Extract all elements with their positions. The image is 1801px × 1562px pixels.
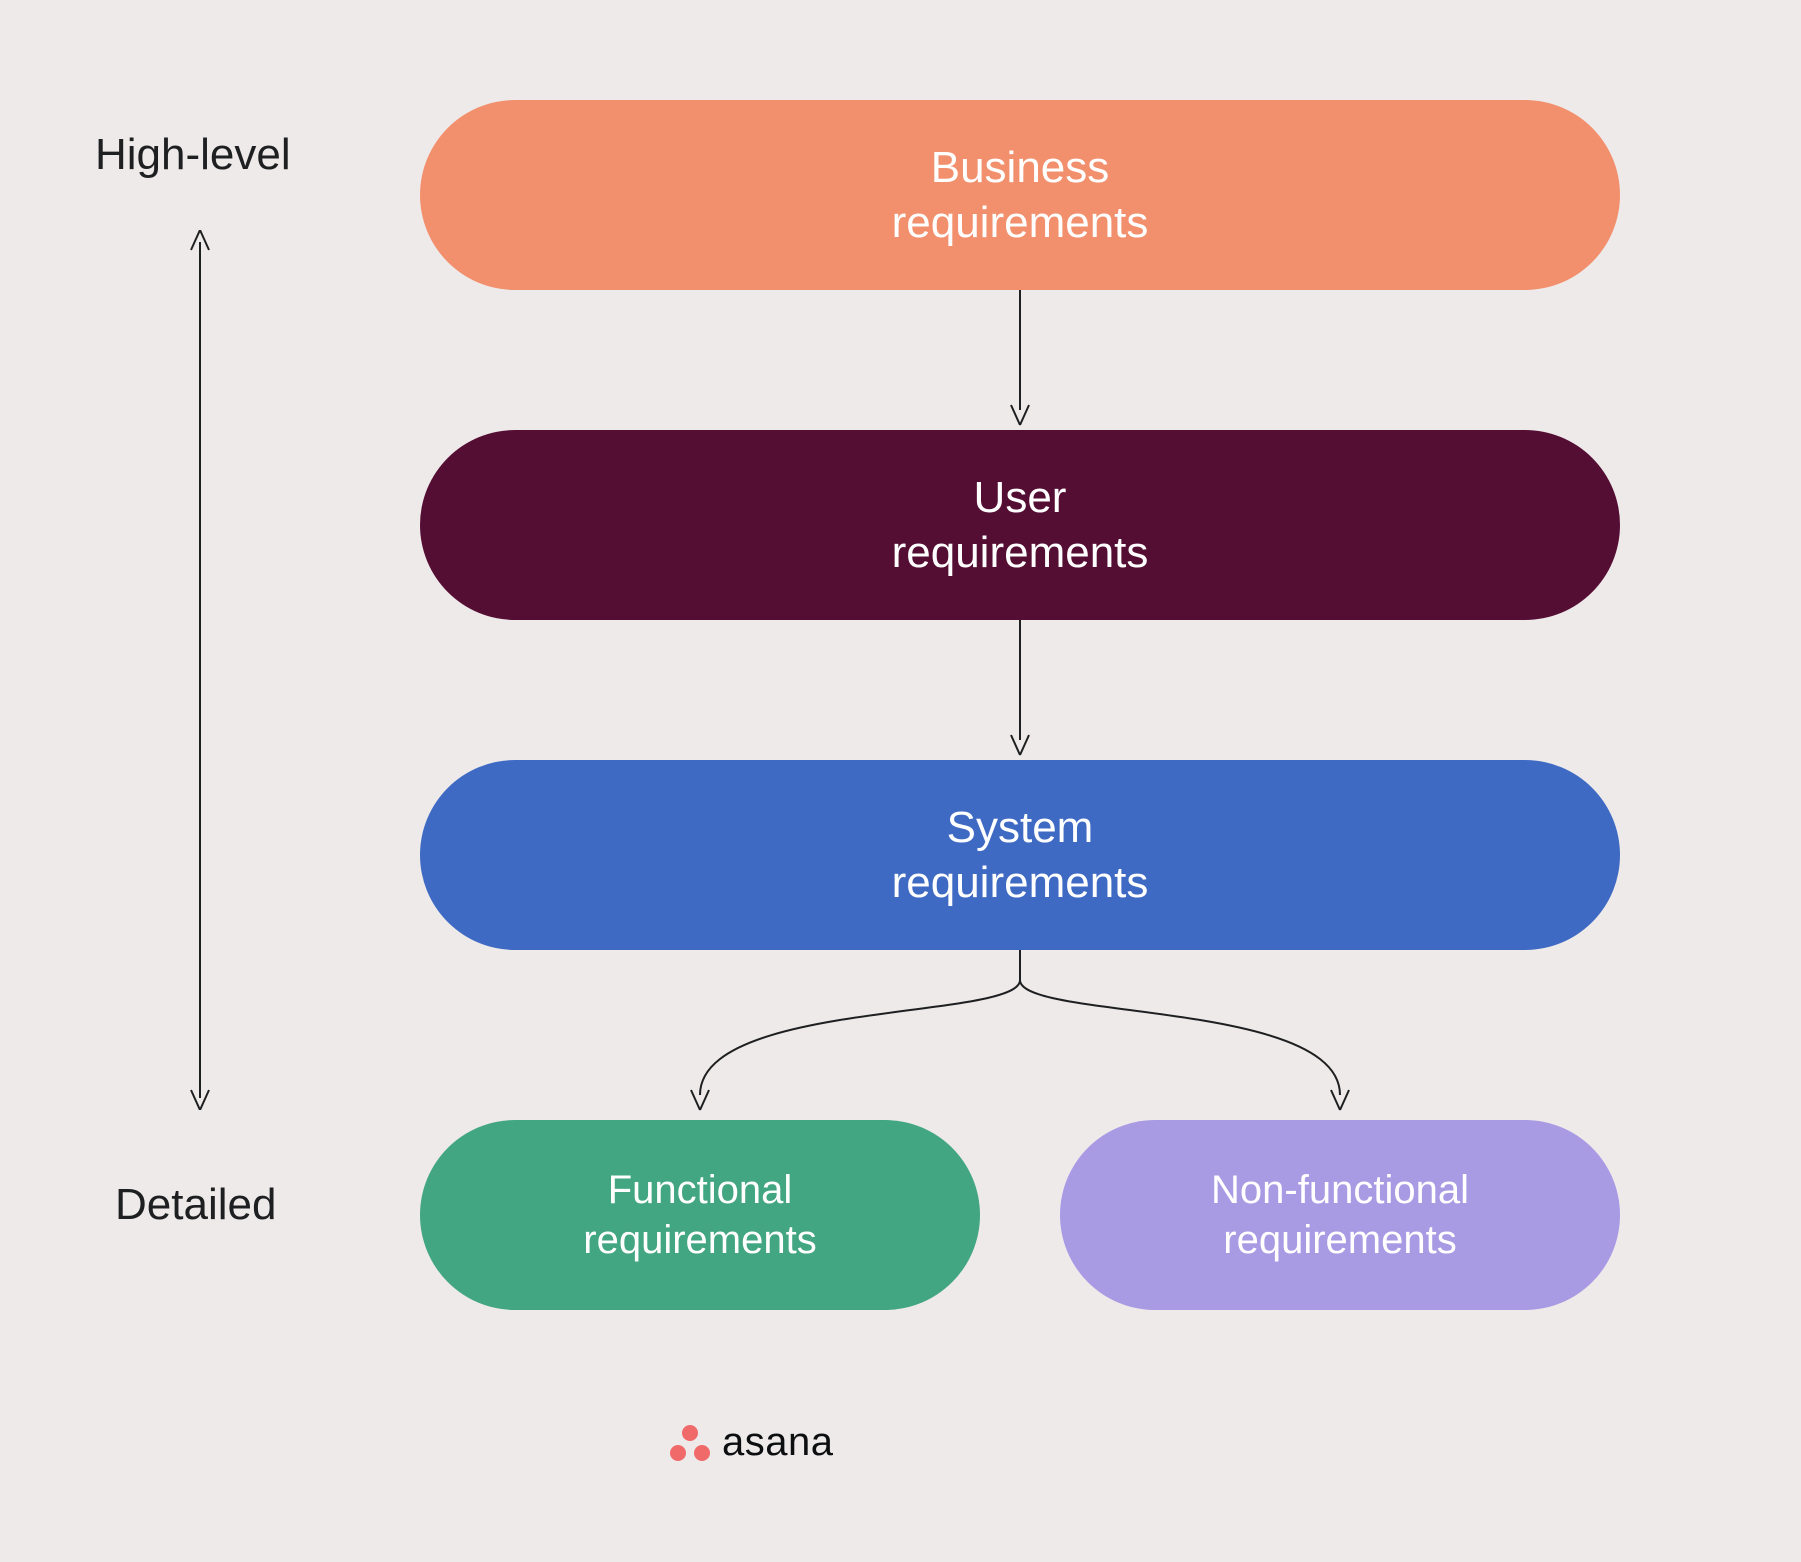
node-business-line1: Business (931, 143, 1110, 192)
node-user-line2: requirements (892, 528, 1149, 577)
node-nonfunctional: Non-functional requirements (1060, 1120, 1620, 1310)
node-system-line1: System (947, 803, 1094, 852)
axis-label-top: High-level (95, 130, 291, 180)
connector-business-user (1000, 290, 1040, 430)
axis-label-bottom: Detailed (115, 1180, 276, 1230)
node-functional-line2: requirements (583, 1218, 816, 1262)
node-business: Business requirements (420, 100, 1620, 290)
node-user-line1: User (974, 473, 1067, 522)
node-nonfunctional-line2: requirements (1223, 1218, 1456, 1262)
diagram-canvas: High-level Detailed Business requirement… (0, 0, 1801, 1562)
node-system-line2: requirements (892, 858, 1149, 907)
node-business-line2: requirements (892, 198, 1149, 247)
axis-double-arrow (180, 230, 220, 1110)
node-system: System requirements (420, 760, 1620, 950)
node-nonfunctional-line1: Non-functional (1211, 1168, 1469, 1212)
brand-logo: asana (670, 1420, 833, 1465)
connector-system-fork (420, 950, 1620, 1120)
node-functional-line1: Functional (608, 1168, 793, 1212)
asana-dots-icon (670, 1425, 710, 1461)
node-functional: Functional requirements (420, 1120, 980, 1310)
node-user: User requirements (420, 430, 1620, 620)
connector-user-system (1000, 620, 1040, 760)
brand-logo-text: asana (722, 1420, 833, 1465)
